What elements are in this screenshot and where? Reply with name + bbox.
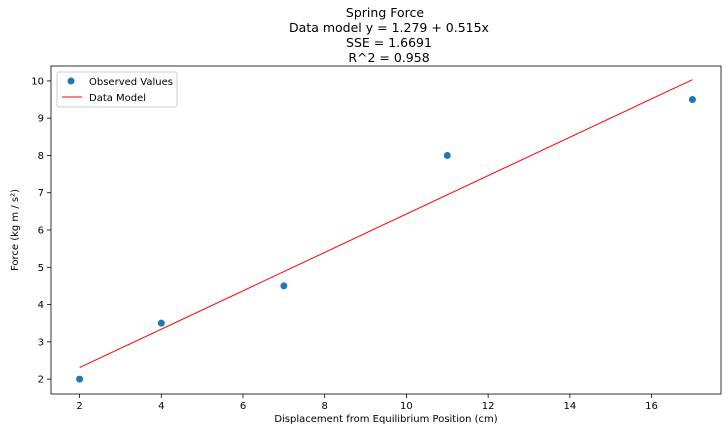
x-tick-label-10: 10 [400, 401, 413, 412]
y-axis-label: Force (kg m / s²) [10, 189, 21, 271]
observed-point-5 [688, 96, 696, 104]
y-tick-label-2: 2 [38, 375, 44, 386]
legend-box [56, 71, 178, 108]
y-tick-label-7: 7 [38, 188, 44, 199]
y-axis: 2 3 4 5 6 7 8 9 10 [31, 76, 51, 386]
y-tick-label-8: 8 [38, 151, 44, 162]
observed-point-2 [157, 319, 165, 327]
legend: Observed Values Data Model [56, 71, 178, 108]
y-tick-label-4: 4 [38, 300, 44, 311]
legend-label-observed: Observed Values [89, 77, 173, 88]
x-tick-label-12: 12 [482, 401, 495, 412]
x-tick-label-8: 8 [322, 401, 328, 412]
x-tick-label-16: 16 [645, 401, 658, 412]
observed-point-1 [76, 375, 84, 383]
y-tick-label-9: 9 [38, 114, 44, 125]
observed-point-4 [443, 151, 451, 159]
y-tick-label-3: 3 [38, 337, 44, 348]
y-tick-label-10: 10 [31, 76, 44, 87]
x-axis-label: Displacement from Equilibrium Position (… [274, 414, 497, 425]
data-model-layer [79, 79, 693, 369]
x-tick-label-2: 2 [76, 401, 82, 412]
title-line-4: R^2 = 0.958 [348, 50, 429, 65]
x-tick-label-14: 14 [563, 401, 576, 412]
plot-area [50, 65, 722, 395]
y-tick-label-5: 5 [38, 263, 44, 274]
x-axis: 2 4 6 8 10 12 14 16 [76, 394, 658, 412]
observed-values-layer [76, 96, 696, 383]
y-axis-label-text: Force (kg m / s²) [10, 189, 21, 271]
x-tick-label-6: 6 [240, 401, 246, 412]
y-tick-label-6: 6 [38, 226, 44, 237]
legend-label-model: Data Model [89, 93, 146, 104]
data-model-line [79, 79, 693, 369]
title-line-1: Spring Force [346, 5, 424, 20]
title-line-2: Data model y = 1.279 + 0.515x [289, 20, 489, 35]
x-tick-label-4: 4 [158, 401, 164, 412]
chart-title: Spring Force Data model y = 1.279 + 0.51… [289, 5, 489, 65]
title-line-3: SSE = 1.6691 [346, 35, 432, 50]
observed-point-3 [280, 282, 288, 290]
legend-marker-observed [67, 77, 75, 85]
